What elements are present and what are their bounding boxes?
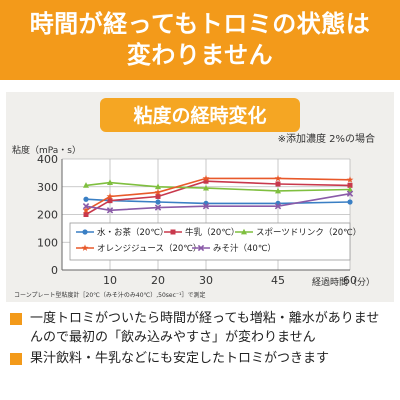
chart-series [82,174,354,217]
data-point [275,187,281,194]
y-tick-label: 0 [51,264,58,277]
data-point [82,203,90,210]
data-point [107,179,113,185]
chart-legend: 水・お茶（20℃） 牛乳（20℃） スポーツドリンク（20℃） オレンジジュース（20… [69,222,361,261]
y-tick-label: 200 [37,209,58,222]
legend-box [69,222,351,261]
data-point [347,186,353,192]
legend-marker [197,244,205,252]
x-tick-label: 30 [199,274,213,287]
bullet-item: 果汁飲料・牛乳などにも安定したトロミがつきます [10,349,390,368]
chart-title-box [100,98,300,132]
legend-label: オレンジジュース（20℃） [97,243,201,254]
bullet-text: 一度トロミがついたら時間が経っても増粘・離水がありませんので最初の「飲み込みやす… [30,311,380,345]
data-point [106,207,114,214]
data-point [202,203,210,210]
chart-footnote: コーンプレート型粘度計［20℃（みそ汁のみ40℃）,50sec⁻¹］で測定 [14,291,206,299]
data-point [347,182,353,188]
series-line [85,177,351,211]
viscosity-chart: 粘度の経時変化 ※添加濃度 2%の場合 粘度（mPa・s） 0 100 200 300… [0,92,400,302]
data-point [202,174,210,182]
x-tick-label: 10 [103,274,117,287]
data-point [107,198,113,204]
chart-subtitle: ※添加濃度 2%の場合 [278,132,375,145]
x-tick-label: 20 [151,274,165,287]
data-point [155,199,161,205]
x-tick-label: 45 [271,274,285,287]
series-line [85,181,351,192]
data-point [82,206,90,214]
data-point [106,192,114,200]
banner-line-1: 時間が経ってもトロミの状態は [29,10,371,38]
series-line [85,192,351,212]
data-point [203,178,209,184]
series-line [85,198,351,205]
data-point [275,181,281,187]
data-point [154,204,162,211]
bullet-item: 一度トロミがついたら時間が経っても増粘・離水がありませんので最初の「飲み込みやす… [10,309,390,347]
data-point [154,188,162,196]
chart-tick-labels: 0 100 200 300 400 10 20 30 45 60 [37,153,357,287]
legend-marker [241,228,247,235]
bullet-text: 果汁飲料・牛乳などにも安定したトロミがつきます [30,351,330,366]
header-banner: 時間が経ってもトロミの状態は 変わりません [0,0,400,80]
legend-label: 牛乳（20℃） [185,227,239,238]
data-point [83,196,89,202]
bullet-square-icon [10,353,22,365]
bullet-square-icon [10,313,22,325]
x-axis-label: 経過時間（分） [312,276,375,288]
legend-marker [81,244,89,251]
data-point [155,183,161,190]
data-point [155,193,161,199]
data-point [274,203,282,210]
y-axis-label: 粘度（mPa・s） [12,144,81,156]
data-point [83,182,89,188]
data-point [347,199,353,205]
legend-label: みそ汁（40℃） [213,243,276,254]
banner-line-2: 変わりません [126,41,274,69]
legend-label: 水・お茶（20℃） [97,227,168,238]
data-point [83,212,89,217]
legend-label: スポーツドリンク（20℃） [256,227,361,238]
data-point [346,190,354,197]
data-point [274,174,282,182]
y-tick-label: 100 [37,236,58,249]
data-point [203,184,209,191]
chart-svg: 粘度の経時変化 ※添加濃度 2%の場合 粘度（mPa・s） 0 100 200 300… [6,92,394,302]
legend-marker [170,229,176,235]
chart-axes [61,159,350,271]
series-line [85,180,351,216]
data-point [346,176,354,183]
y-tick-label: 400 [37,153,58,166]
chart-title: 粘度の経時変化 [133,104,266,127]
x-tick-label: 60 [343,274,357,287]
legend-marker [82,229,88,235]
y-tick-label: 300 [37,181,58,194]
